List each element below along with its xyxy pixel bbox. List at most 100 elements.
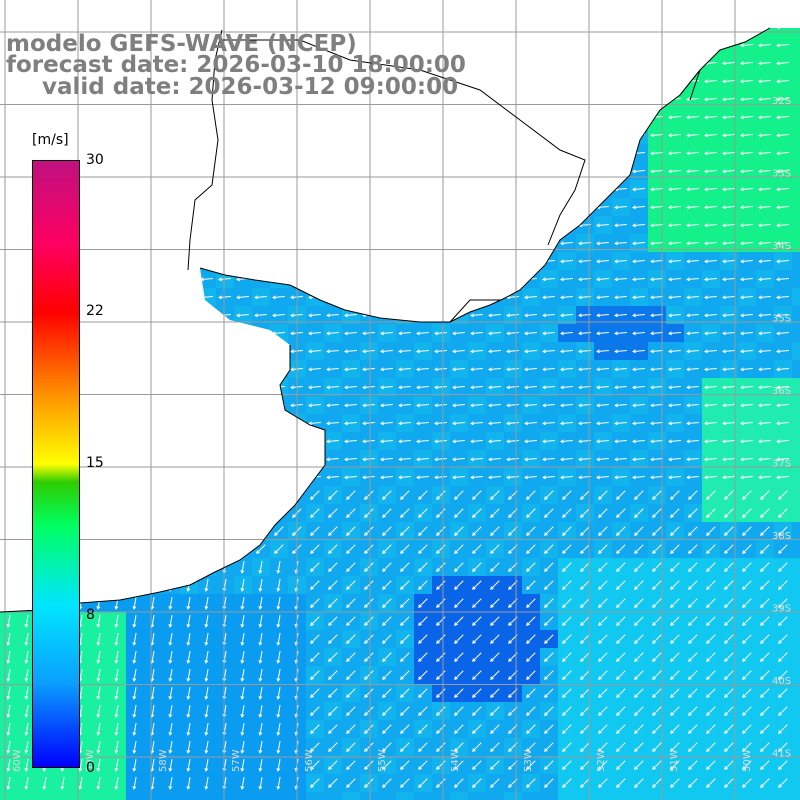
wind-arrow-head (380, 205, 384, 210)
wind-arrow-head (578, 367, 582, 372)
wind-cell (234, 126, 252, 144)
wind-arrow (326, 151, 340, 155)
wind-arrow (778, 526, 788, 536)
wind-cell (792, 36, 800, 54)
wind-arrow-head (722, 151, 726, 156)
wind-arrow-head (578, 403, 582, 408)
wind-arrow-head (506, 223, 510, 228)
wind-arrow (776, 61, 790, 65)
wind-arrow-head (488, 313, 492, 318)
wind-arrow-head (544, 514, 548, 518)
wind-arrow (668, 223, 682, 227)
wind-arrow (346, 490, 356, 500)
wind-arrow (398, 331, 412, 335)
wind-arrow-head (488, 295, 492, 300)
wind-cell (576, 144, 594, 162)
wind-arrow-head (650, 241, 654, 246)
wind-arrow (776, 475, 790, 479)
wind-arrow-head (740, 295, 744, 300)
wind-arrow-head (146, 475, 150, 480)
wind-arrow-head (272, 115, 276, 120)
wind-arrow (704, 367, 718, 371)
wind-arrow-head (272, 403, 276, 408)
wind-arrow (238, 526, 248, 536)
wind-cell (198, 0, 216, 18)
wind-arrow-head (506, 79, 510, 84)
wind-cell (450, 252, 468, 270)
wind-cell (90, 180, 108, 198)
wind-arrow (724, 490, 734, 500)
wind-cell (738, 28, 756, 36)
wind-arrow (632, 277, 646, 281)
wind-arrow-head (596, 475, 600, 480)
wind-arrow-head (398, 439, 402, 444)
wind-arrow (614, 205, 628, 209)
wind-arrow-head (308, 457, 312, 462)
wind-arrow-head (236, 151, 240, 156)
wind-arrow-head (39, 8, 42, 11)
wind-arrow-head (38, 28, 42, 30)
wind-arrow-head (200, 475, 204, 480)
wind-arrow (110, 241, 124, 245)
wind-arrow-head (524, 385, 528, 390)
wind-arrow (20, 79, 34, 83)
wind-arrow-head (686, 187, 690, 192)
wind-arrow-head (272, 151, 276, 156)
wind-arrow-head (112, 550, 116, 554)
wind-arrow (218, 475, 232, 479)
wind-arrow-head (200, 259, 204, 264)
wind-arrow-head (22, 532, 26, 536)
wind-arrow-head (380, 151, 384, 156)
wind-arrow-head (218, 475, 222, 480)
wind-arrow (524, 97, 538, 101)
wind-arrow-head (722, 115, 726, 120)
wind-arrow (362, 115, 376, 119)
wind-arrow-head (92, 403, 96, 408)
wind-cell (0, 144, 18, 162)
wind-arrow-head (740, 115, 744, 120)
wind-arrow (236, 223, 250, 227)
wind-cell (108, 522, 126, 540)
wind-arrow (632, 421, 646, 425)
wind-cell (792, 234, 800, 252)
wind-cell (450, 180, 468, 198)
wind-arrow (272, 133, 286, 137)
wind-arrow (237, 8, 249, 9)
wind-arrow-head (92, 28, 96, 30)
wind-arrow (398, 241, 412, 245)
wind-arrow-head (434, 241, 438, 246)
wind-arrow (362, 241, 376, 245)
wind-arrow (164, 277, 178, 281)
wind-arrow (650, 28, 664, 29)
wind-arrow (632, 457, 646, 461)
wind-arrow-head (310, 514, 314, 518)
wind-arrow-head (276, 587, 281, 592)
wind-arrow-head (704, 457, 708, 462)
wind-arrow (596, 367, 610, 371)
wind-arrow (20, 151, 34, 155)
wind-arrow-head (6, 587, 11, 592)
wind-arrow (650, 331, 664, 335)
wind-arrow (362, 403, 376, 407)
wind-arrow (776, 259, 790, 263)
wind-arrow-head (668, 439, 672, 444)
wind-cell (576, 36, 594, 54)
wind-cell (342, 252, 360, 270)
wind-arrow (416, 115, 430, 119)
wind-arrow-head (490, 568, 494, 572)
wind-arrow-head (722, 205, 726, 210)
wind-arrow-head (218, 277, 222, 282)
wind-arrow-head (506, 97, 510, 102)
wind-arrow (182, 223, 196, 227)
wind-arrow-head (560, 205, 564, 210)
wind-arrow-head (184, 514, 188, 518)
wind-arrow-head (22, 514, 26, 518)
wind-arrow (380, 457, 394, 461)
wind-arrow-head (129, 8, 132, 11)
wind-arrow (740, 187, 754, 191)
wind-arrow-head (470, 61, 474, 66)
wind-arrow-head (310, 586, 314, 590)
wind-arrow-head (650, 259, 654, 264)
wind-arrow-head (776, 385, 780, 390)
wind-arrow (241, 579, 245, 591)
